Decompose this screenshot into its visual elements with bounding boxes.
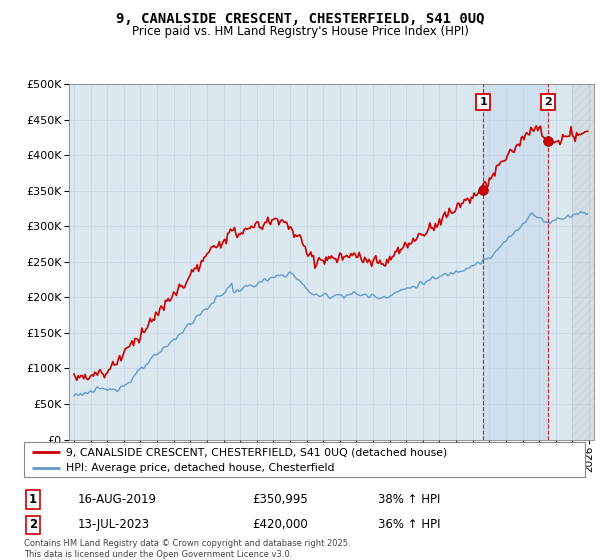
Text: 16-AUG-2019: 16-AUG-2019 — [78, 493, 157, 506]
Text: 9, CANALSIDE CRESCENT, CHESTERFIELD, S41 0UQ: 9, CANALSIDE CRESCENT, CHESTERFIELD, S41… — [116, 12, 484, 26]
Bar — [483, 84, 548, 440]
Text: Price paid vs. HM Land Registry's House Price Index (HPI): Price paid vs. HM Land Registry's House … — [131, 25, 469, 38]
Text: Contains HM Land Registry data © Crown copyright and database right 2025.
This d: Contains HM Land Registry data © Crown c… — [24, 539, 350, 559]
Text: 38% ↑ HPI: 38% ↑ HPI — [378, 493, 440, 506]
Bar — [572, 84, 598, 440]
Text: 9, CANALSIDE CRESCENT, CHESTERFIELD, S41 0UQ (detached house): 9, CANALSIDE CRESCENT, CHESTERFIELD, S41… — [66, 447, 448, 457]
Text: 2: 2 — [29, 518, 37, 531]
Text: 2: 2 — [544, 97, 552, 107]
Text: HPI: Average price, detached house, Chesterfield: HPI: Average price, detached house, Ches… — [66, 464, 335, 473]
Text: £350,995: £350,995 — [252, 493, 308, 506]
Text: £420,000: £420,000 — [252, 518, 308, 531]
Text: 13-JUL-2023: 13-JUL-2023 — [78, 518, 150, 531]
Text: 1: 1 — [479, 97, 487, 107]
Text: 36% ↑ HPI: 36% ↑ HPI — [378, 518, 440, 531]
Text: 1: 1 — [29, 493, 37, 506]
